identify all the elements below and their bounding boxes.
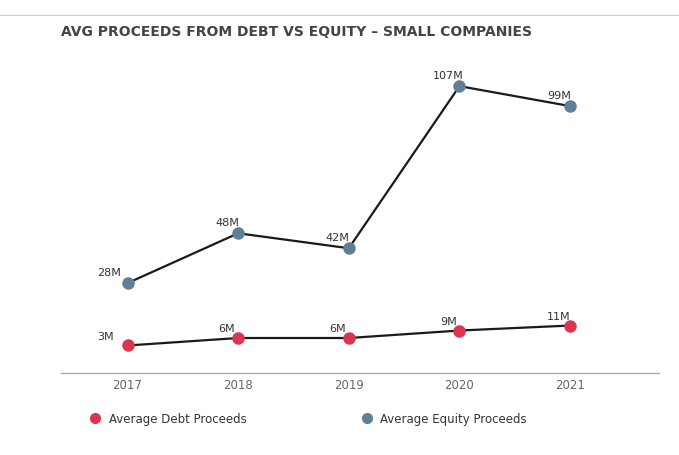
Text: 107M: 107M: [433, 71, 464, 81]
Point: [233, 230, 244, 238]
Text: AVG PROCEEDS FROM DEBT VS EQUITY – SMALL COMPANIES: AVG PROCEEDS FROM DEBT VS EQUITY – SMALL…: [61, 25, 532, 39]
Text: 99M: 99M: [547, 91, 571, 101]
Point: [122, 280, 133, 287]
Point: [565, 322, 576, 329]
Text: 6M: 6M: [329, 324, 346, 334]
Point: [344, 245, 354, 253]
Point: [454, 83, 465, 91]
Text: 28M: 28M: [97, 267, 121, 277]
Text: 6M: 6M: [219, 324, 236, 334]
Point: [344, 334, 354, 342]
Point: [122, 342, 133, 349]
Text: 11M: 11M: [547, 311, 571, 321]
Text: 42M: 42M: [326, 233, 350, 243]
Point: [233, 334, 244, 342]
Point: [454, 327, 465, 334]
Text: 9M: 9M: [440, 316, 457, 326]
Text: Average Debt Proceeds: Average Debt Proceeds: [109, 412, 246, 425]
Point: [565, 103, 576, 111]
Text: Average Equity Proceeds: Average Equity Proceeds: [380, 412, 527, 425]
Text: 3M: 3M: [97, 331, 113, 341]
Text: 48M: 48M: [215, 217, 239, 228]
